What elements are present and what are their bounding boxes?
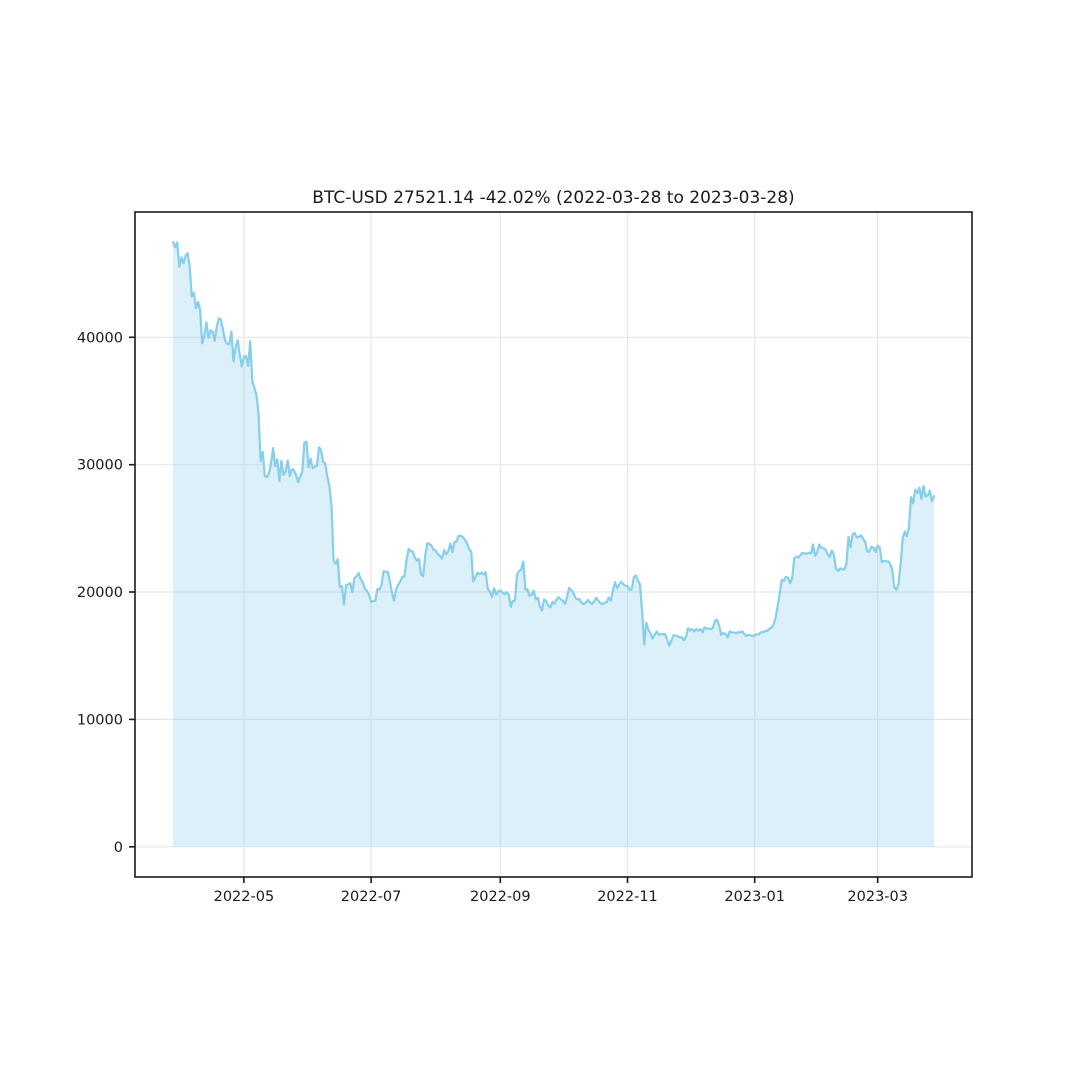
chart-title: BTC-USD 27521.14 -42.02% (2022-03-28 to …: [312, 188, 794, 208]
plot-spines: [134, 211, 973, 878]
y-tick-label: 20000: [77, 585, 123, 601]
x-tick-label: 2022-05: [214, 889, 275, 905]
y-tick-label: 10000: [77, 712, 123, 728]
price-area-fill: [173, 242, 934, 847]
tick-mark-layer: [129, 336, 879, 883]
x-tick-label: 2022-07: [341, 889, 402, 905]
y-tick-label: 0: [114, 840, 123, 856]
tick-label-layer: 2022-05 2022-07 2022-09 2022-11 2023-01 2023-…: [77, 330, 908, 905]
x-tick-label: 2022-11: [597, 889, 658, 905]
price-line: [171, 241, 936, 647]
y-tick-label: 30000: [77, 458, 123, 474]
x-tick-label: 2022-09: [470, 889, 531, 905]
x-tick-label: 2023-03: [847, 889, 908, 905]
axes-layer: [134, 211, 973, 878]
area-series-layer: [171, 241, 936, 847]
x-tick-label: 2023-01: [724, 889, 785, 905]
y-tick-label: 40000: [77, 330, 123, 346]
